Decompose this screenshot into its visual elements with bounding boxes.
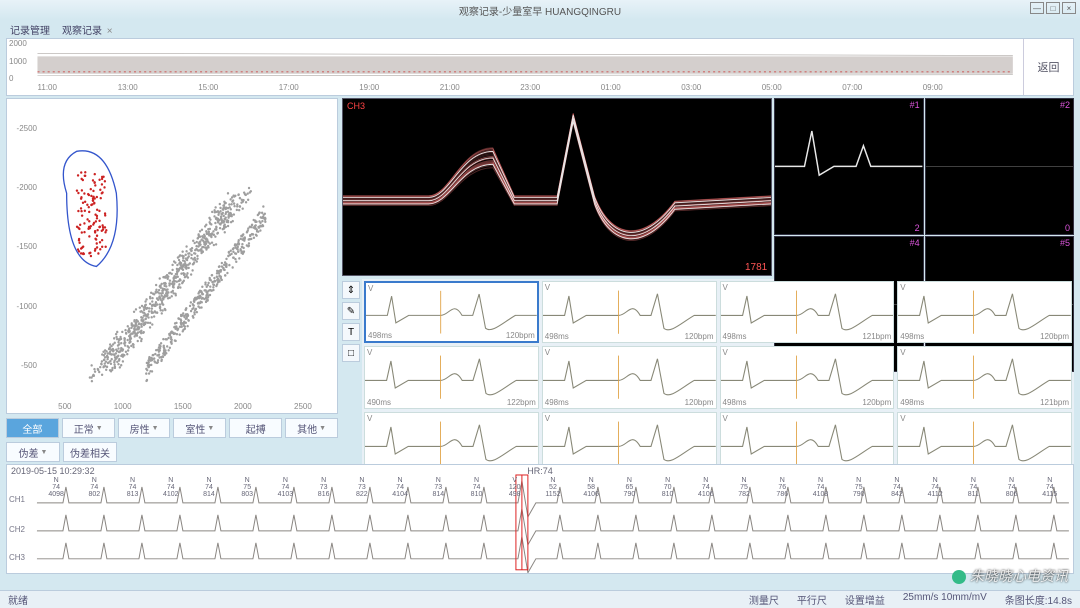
scatter-plot[interactable]: -2500-2000-1500-1000-500 500100015002000…: [6, 98, 338, 414]
chevron-down-icon: ▼: [207, 425, 214, 432]
template-channel-label: CH3: [347, 101, 365, 111]
chevron-down-icon: ▼: [319, 425, 326, 432]
template-count: 1781: [745, 262, 767, 273]
beats-grid: V498ms120bpm V498ms120bpm V498ms121bpm V…: [362, 279, 1074, 476]
tool-icon-2[interactable]: T: [342, 323, 360, 341]
scatter-x-axis: 5001000150020002500: [37, 402, 333, 411]
beat-cell[interactable]: V490ms122bpm: [364, 346, 539, 408]
filter-房性[interactable]: 房性▼: [118, 418, 171, 438]
beat-cell[interactable]: V498ms120bpm: [897, 281, 1072, 343]
filter-起搏[interactable]: 起搏: [229, 418, 282, 438]
filter-row-1: 全部正常▼房性▼室性▼起搏其他▼: [6, 418, 338, 438]
menubar: 记录管理 观察记录 ×: [0, 20, 1080, 38]
menu-item-records[interactable]: 记录管理: [10, 22, 50, 37]
tool-parallel-ruler[interactable]: 平行尺: [797, 592, 827, 607]
statusbar: 就绪 测量尺 平行尺 设置增益 25mm/s 10mm/mV 条图长度:14.8…: [0, 590, 1080, 608]
tool-gain[interactable]: 设置增益: [845, 592, 885, 607]
return-button[interactable]: 返回: [1023, 39, 1073, 95]
filter-正常[interactable]: 正常▼: [62, 418, 115, 438]
beat-cell[interactable]: V498ms120bpm: [364, 281, 539, 343]
template-thumb-1[interactable]: #12: [774, 98, 923, 235]
menu-item-observe[interactable]: 观察记录 ×: [62, 22, 113, 37]
maximize-button[interactable]: □: [1046, 2, 1060, 14]
tool-ruler[interactable]: 测量尺: [749, 592, 779, 607]
tool-icon-3[interactable]: □: [342, 344, 360, 362]
status-ready: 就绪: [8, 592, 28, 607]
beats-toolbar: ⇕✎T□: [342, 279, 362, 476]
template-thumbnails: #12#20#40#50: [774, 98, 1074, 276]
window-titlebar: 观察记录-少量室早 HUANGQINGRU — □ ×: [0, 0, 1080, 20]
chevron-down-icon: ▼: [41, 449, 48, 456]
template-thumb-2[interactable]: #20: [925, 98, 1074, 235]
filter-全部[interactable]: 全部: [6, 418, 59, 438]
window-title: 观察记录-少量室早 HUANGQINGRU: [459, 3, 621, 18]
scale-label: 25mm/s 10mm/mV: [903, 592, 987, 607]
chevron-down-icon: ▼: [96, 425, 103, 432]
beat-cell[interactable]: V498ms121bpm: [720, 281, 895, 343]
ecg-annotations: N744098N74802N74813N744102N74814N75803N7…: [37, 477, 1069, 498]
minimize-button[interactable]: —: [1030, 2, 1044, 14]
window-controls: — □ ×: [1030, 2, 1076, 14]
filter-row-2: 伪差▼伪差相关: [6, 442, 338, 462]
ecg-strip[interactable]: 2019-05-15 10:29:32 HR:74 CH1 CH2 CH3 N7…: [6, 464, 1074, 574]
scatter-y-axis: -2500-2000-1500-1000-500: [9, 99, 37, 395]
filter-伪差相关[interactable]: 伪差相关: [63, 442, 117, 462]
beat-cell[interactable]: V498ms120bpm: [542, 346, 717, 408]
beat-cell[interactable]: V498ms120bpm: [720, 346, 895, 408]
overview-y-axis: 200010000: [9, 39, 33, 83]
filter-伪差[interactable]: 伪差▼: [6, 442, 60, 462]
beat-cell[interactable]: V498ms120bpm: [542, 281, 717, 343]
tool-icon-1[interactable]: ✎: [342, 302, 360, 320]
beat-cell[interactable]: V498ms121bpm: [897, 346, 1072, 408]
overview-plot[interactable]: 200010000 11:0013:0015:0017:0019:0021:00…: [7, 39, 1023, 95]
close-button[interactable]: ×: [1062, 2, 1076, 14]
close-tab-icon[interactable]: ×: [107, 26, 113, 37]
template-main-view[interactable]: CH3 1781: [342, 98, 772, 276]
chevron-down-icon: ▼: [152, 425, 159, 432]
overview-x-axis: 11:0013:0015:0017:0019:0021:0023:0001:00…: [7, 83, 973, 95]
filter-其他[interactable]: 其他▼: [285, 418, 338, 438]
overview-panel: 200010000 11:0013:0015:0017:0019:0021:00…: [6, 38, 1074, 96]
filter-室性[interactable]: 室性▼: [173, 418, 226, 438]
strip-length: 条图长度:14.8s: [1005, 592, 1072, 607]
